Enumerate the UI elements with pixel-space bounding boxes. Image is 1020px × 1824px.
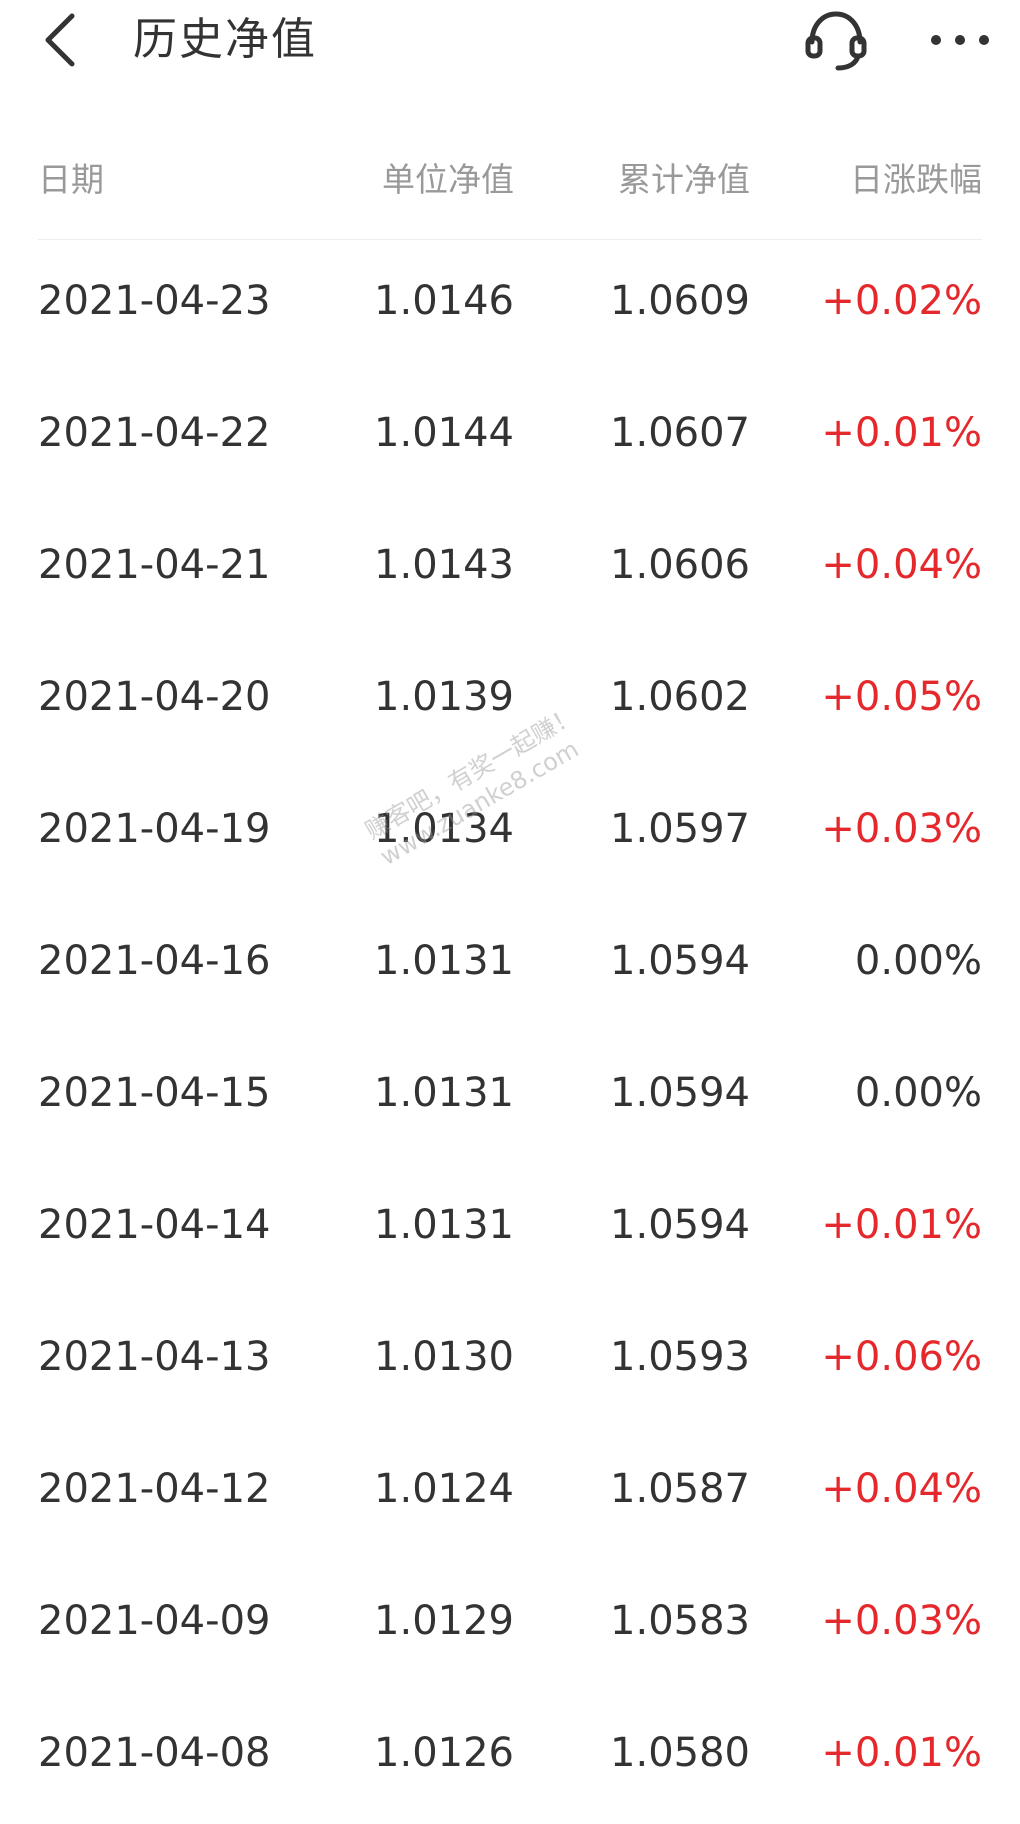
row-accumulated-nav: 1.0593: [610, 1334, 750, 1380]
table-row[interactable]: 2021-04-12 1.0124 1.0587 +0.04%: [38, 1428, 982, 1560]
nav-history-list: 2021-04-23 1.0146 1.0609 +0.02% 2021-04-…: [38, 240, 982, 1824]
row-unit-nav: 1.0130: [374, 1334, 514, 1380]
row-daily-change: +0.02%: [821, 278, 982, 324]
row-date: 2021-04-19: [38, 806, 271, 852]
row-date: 2021-04-22: [38, 410, 271, 456]
row-accumulated-nav: 1.0609: [610, 278, 750, 324]
row-accumulated-nav: 1.0580: [610, 1730, 750, 1776]
row-accumulated-nav: 1.0594: [610, 938, 750, 984]
row-daily-change: 0.00%: [854, 938, 982, 984]
row-daily-change: 0.00%: [854, 1070, 982, 1116]
customer-service-button[interactable]: [800, 4, 872, 76]
more-button[interactable]: [920, 10, 1000, 70]
row-daily-change: +0.04%: [821, 542, 982, 588]
row-accumulated-nav: 1.0587: [610, 1466, 750, 1512]
column-header-daily-change: 日涨跌幅: [850, 160, 982, 199]
row-accumulated-nav: 1.0583: [610, 1598, 750, 1644]
row-date: 2021-04-16: [38, 938, 271, 984]
table-row[interactable]: 2021-04-23 1.0146 1.0609 +0.02%: [38, 240, 982, 372]
column-header-date: 日期: [38, 160, 104, 199]
row-unit-nav: 1.0134: [374, 806, 514, 852]
table-row[interactable]: 2021-04-19 1.0134 1.0597 +0.03%: [38, 768, 982, 900]
back-button[interactable]: [30, 8, 90, 72]
table-row[interactable]: 2021-04-13 1.0130 1.0593 +0.06%: [38, 1296, 982, 1428]
chevron-left-icon: [45, 13, 75, 67]
row-daily-change: +0.05%: [821, 674, 982, 720]
row-unit-nav: 1.0146: [374, 278, 514, 324]
page-title: 历史净值: [133, 14, 317, 65]
column-header-accumulated-nav: 累计净值: [618, 160, 750, 199]
row-unit-nav: 1.0144: [374, 410, 514, 456]
table-row[interactable]: 2021-04-08 1.0126 1.0580 +0.01%: [38, 1692, 982, 1824]
headset-icon: [805, 11, 867, 71]
row-daily-change: +0.01%: [821, 1730, 982, 1776]
row-daily-change: +0.06%: [821, 1334, 982, 1380]
table-row[interactable]: 2021-04-22 1.0144 1.0607 +0.01%: [38, 372, 982, 504]
table-row[interactable]: 2021-04-15 1.0131 1.0594 0.00%: [38, 1032, 982, 1164]
table-row[interactable]: 2021-04-16 1.0131 1.0594 0.00%: [38, 900, 982, 1032]
row-accumulated-nav: 1.0594: [610, 1070, 750, 1116]
table-row[interactable]: 2021-04-14 1.0131 1.0594 +0.01%: [38, 1164, 982, 1296]
row-daily-change: +0.01%: [821, 1202, 982, 1248]
top-bar: 历史净值: [0, 0, 1020, 90]
row-accumulated-nav: 1.0606: [610, 542, 750, 588]
row-daily-change: +0.01%: [821, 410, 982, 456]
row-unit-nav: 1.0129: [374, 1598, 514, 1644]
row-date: 2021-04-14: [38, 1202, 271, 1248]
table-header: 日期 单位净值 累计净值 日涨跌幅: [38, 140, 982, 240]
row-accumulated-nav: 1.0602: [610, 674, 750, 720]
row-date: 2021-04-23: [38, 278, 271, 324]
row-date: 2021-04-21: [38, 542, 271, 588]
table-row[interactable]: 2021-04-21 1.0143 1.0606 +0.04%: [38, 504, 982, 636]
row-accumulated-nav: 1.0597: [610, 806, 750, 852]
row-date: 2021-04-15: [38, 1070, 271, 1116]
row-date: 2021-04-08: [38, 1730, 271, 1776]
row-unit-nav: 1.0143: [374, 542, 514, 588]
row-daily-change: +0.03%: [821, 806, 982, 852]
row-date: 2021-04-09: [38, 1598, 271, 1644]
row-unit-nav: 1.0131: [374, 938, 514, 984]
column-header-unit-nav: 单位净值: [382, 160, 514, 199]
more-horizontal-icon: [931, 35, 989, 45]
row-date: 2021-04-13: [38, 1334, 271, 1380]
row-accumulated-nav: 1.0594: [610, 1202, 750, 1248]
row-unit-nav: 1.0126: [374, 1730, 514, 1776]
row-date: 2021-04-12: [38, 1466, 271, 1512]
row-unit-nav: 1.0131: [374, 1070, 514, 1116]
row-unit-nav: 1.0131: [374, 1202, 514, 1248]
row-date: 2021-04-20: [38, 674, 271, 720]
row-unit-nav: 1.0124: [374, 1466, 514, 1512]
row-daily-change: +0.03%: [821, 1598, 982, 1644]
row-daily-change: +0.04%: [821, 1466, 982, 1512]
row-unit-nav: 1.0139: [374, 674, 514, 720]
row-accumulated-nav: 1.0607: [610, 410, 750, 456]
table-row[interactable]: 2021-04-09 1.0129 1.0583 +0.03%: [38, 1560, 982, 1692]
table-row[interactable]: 2021-04-20 1.0139 1.0602 +0.05%: [38, 636, 982, 768]
